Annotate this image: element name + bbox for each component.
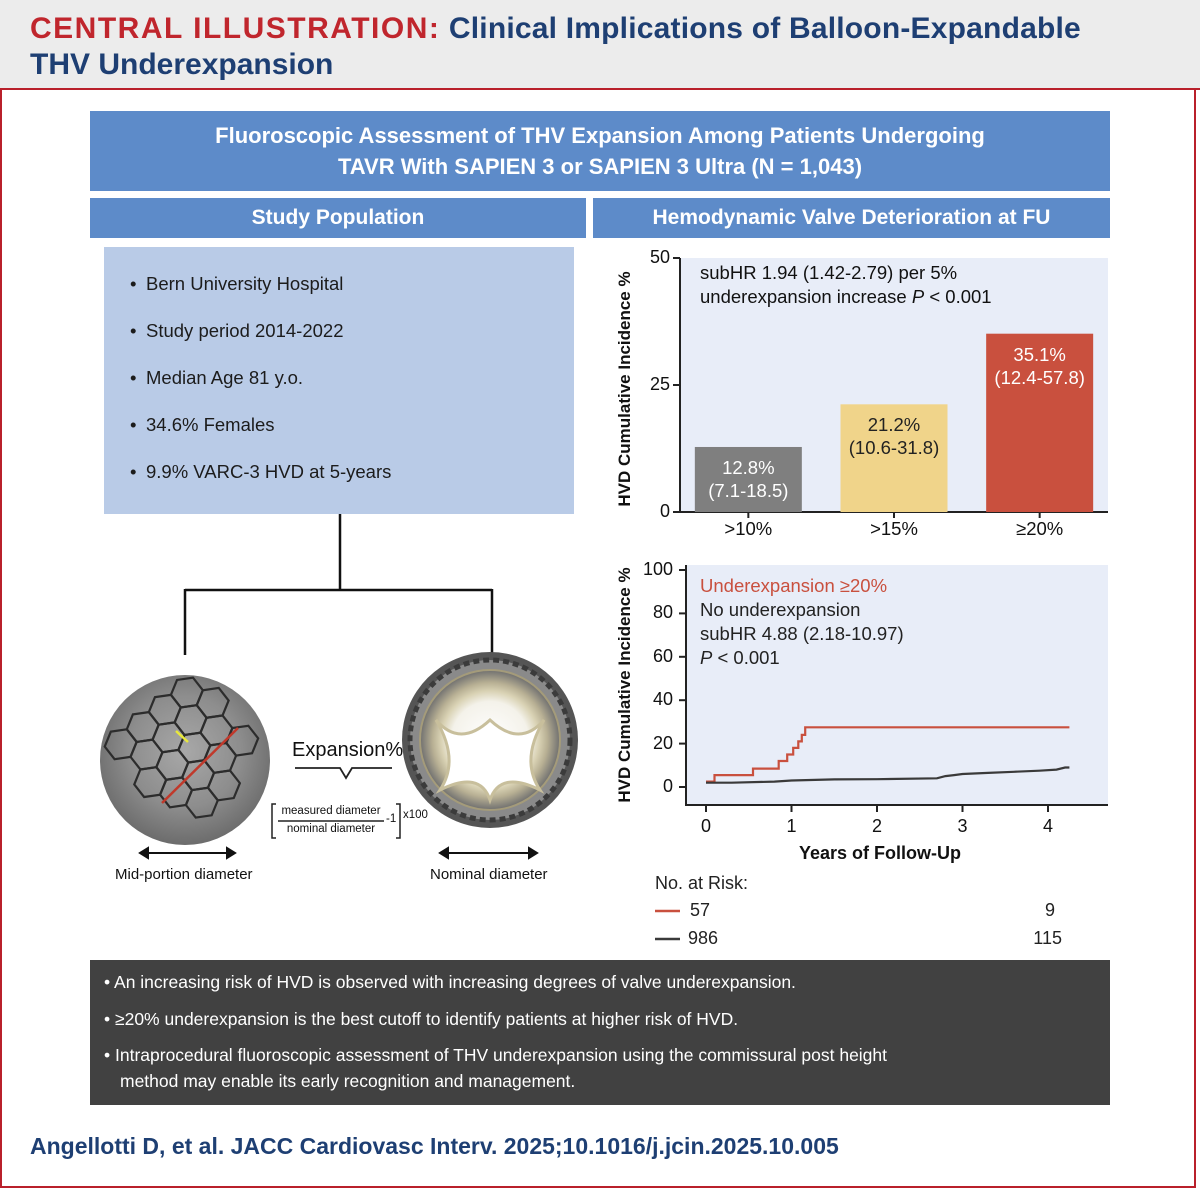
km-x-tick-label: 3 [957,816,968,836]
risk-dark-start: 986 [688,928,719,948]
km-y-tick-label: 80 [652,602,673,623]
figure-frame [0,88,1196,1188]
study-item-text: Study period 2014-2022 [146,320,344,341]
km-y-tick-label: 0 [662,776,673,796]
km-p-italic: P [700,647,713,668]
study-item-text: 9.9% VARC-3 HVD at 5-years [146,461,392,482]
expansion-label: Expansion% [292,739,404,761]
bar-category-label: ≥20% [1016,518,1064,539]
km-chart-ylabel: HVD Cumulative Incidence % [615,567,634,803]
fluoroscopy-image [100,675,270,845]
title-label: CENTRAL ILLUSTRATION: [30,12,441,45]
bar-y-tick-label: 25 [649,374,670,394]
km-p-value: < 0.001 [712,647,780,668]
bar-ci-label: (12.4-57.8) [994,366,1085,388]
km-y-tick-label: 100 [642,559,673,579]
km-annotation-stat: subHR 4.88 (2.18-10.97) [700,623,904,644]
risk-red-end: 9 [1044,900,1055,920]
annotation-prefix: underexpansion increase [700,286,912,307]
bar [986,333,1094,512]
bar-category-label: >15% [870,518,918,539]
formula-denominator: nominal diameter [286,823,376,835]
study-item-text: Median Age 81 y.o. [146,367,304,388]
km-chart [679,565,1108,812]
study-item: • 9.9% VARC-3 HVD at 5-years [130,461,392,482]
bar-chart-annotation-2: underexpansion increase P < 0.001 [700,286,992,308]
main-header-line2: TAVR With SAPIEN 3 or SAPIEN 3 Ultra (N … [337,154,863,179]
bar [694,446,802,512]
km-x-tick-label: 2 [871,816,882,836]
formula-minus: -1 [386,813,397,825]
title-band [0,0,1200,90]
nominal-caption: Nominal diameter [430,866,548,883]
diameter-arrows [138,846,539,860]
km-legend-dark: No underexpansion [700,599,861,620]
main-header-line1: Fluoroscopic Assessment of THV Expansion… [215,123,985,148]
valve-image [402,652,578,828]
study-population-header: Study Population [90,198,586,238]
page-title-line2: THV Underexpansion [30,48,334,81]
bar-ci-label: (10.6-31.8) [848,437,940,459]
study-item: • 34.6% Females [130,414,275,435]
bar-value-label: 21.2% [867,414,921,436]
formula-times: x100 [403,809,428,821]
km-x-tick-label: 4 [1042,816,1053,836]
formula-brackets [271,803,401,839]
study-item: • Median Age 81 y.o. [130,367,304,388]
bar-value-label: 12.8% [722,456,775,478]
key-point: • ≥20% underexpansion is the best cutoff… [104,1009,739,1029]
key-point: • Intraprocedural fluoroscopic assessmen… [104,1045,888,1065]
bar-chart-annotation-1: subHR 1.94 (1.42-2.79) per 5% [700,262,958,283]
bar-y-tick-label: 50 [649,247,670,267]
km-y-tick-label: 40 [652,689,673,710]
bar [840,404,948,512]
study-item-text: Bern University Hospital [146,273,344,294]
km-chart-plot-area [686,565,1108,805]
annotation-p: P [911,286,925,307]
key-point: • An increasing risk of HVD is observed … [104,972,796,992]
mid-portion-caption: Mid-portion diameter [115,866,253,883]
risk-table-title: No. at Risk: [655,873,749,893]
km-x-tick-label: 0 [700,816,711,836]
study-item-text: 34.6% Females [146,414,275,435]
study-item: • Study period 2014-2022 [130,320,344,341]
title-text: Clinical Implications of Balloon-Expanda… [440,12,1081,45]
study-item: • Bern University Hospital [130,273,344,294]
km-annotation-p: P < 0.001 [700,647,780,669]
bar-value-label: 35.1% [1013,343,1066,365]
km-y-tick-label: 60 [652,645,673,666]
formula-numerator: measured diameter [281,805,381,817]
main-header: Fluoroscopic Assessment of THV Expansion… [90,111,1110,191]
km-y-tick-label: 20 [652,732,673,753]
connector-lines [183,514,494,655]
hvd-header: Hemodynamic Valve Deterioration at FU [593,198,1110,238]
risk-red-start: 57 [690,900,711,920]
expansion-brace [295,767,392,780]
km-x-tick-label: 1 [786,816,797,836]
km-series-no-underexpansion [706,766,1070,784]
bar-chart [673,257,1108,518]
annotation-suffix: < 0.001 [924,286,992,307]
km-chart-xlabel: Years of Follow-Up [798,843,962,863]
bar-y-tick-label: 0 [659,501,670,521]
km-series-underexpansion [706,726,1070,783]
risk-dark-end: 115 [1033,928,1062,948]
key-point-continuation: method may enable its early recognition … [120,1071,576,1091]
km-legend-red: Underexpansion ≥20% [700,575,888,596]
citation: Angellotti D, et al. JACC Cardiovasc Int… [30,1133,839,1159]
page-title: CENTRAL ILLUSTRATION: Clinical Implicati… [30,12,1081,46]
key-points-box: • An increasing risk of HVD is observed … [90,960,1110,1105]
study-population-box: • Bern University Hospital • Study period … [104,247,574,514]
bar-ci-label: (7.1-18.5) [708,479,789,501]
bar-category-label: >10% [724,518,773,539]
